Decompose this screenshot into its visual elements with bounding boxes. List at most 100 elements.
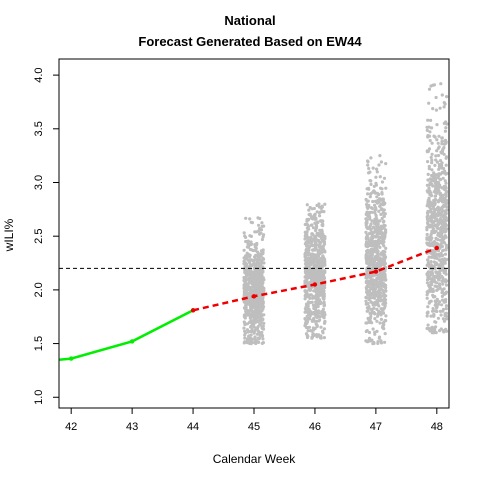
sample-point [376,241,380,245]
sample-point [320,209,324,214]
sample-point [375,261,379,266]
sample-point [303,307,307,311]
sample-point [381,220,386,224]
sample-point [444,163,448,167]
sample-point [244,276,248,280]
sample-point [430,126,434,130]
sample-point [380,191,384,195]
sample-point [384,162,388,166]
sample-point [367,305,371,309]
sample-point [381,252,385,256]
sample-point [365,340,370,344]
sample-point [444,304,448,308]
sample-point [322,235,326,239]
sample-point [316,309,321,313]
sample-point [373,217,377,221]
sample-point [438,254,442,258]
sample-point [256,299,260,303]
sample-point [244,239,248,244]
sample-point [322,300,326,304]
forecast-point [190,308,196,313]
sample-point [367,166,371,171]
sample-point [368,217,372,221]
x-axis-label: Calendar Week [213,452,296,466]
sample-point-max [378,154,382,158]
sample-point [441,193,445,197]
sample-point [380,180,384,184]
sample-point [256,336,260,340]
sample-point [429,260,433,264]
sample-point [436,223,440,227]
sample-point [255,259,259,263]
sample-point [247,258,252,262]
sample-point [376,253,380,257]
sample-point [376,340,380,344]
sample-point [248,320,252,324]
sample-point [379,287,383,291]
sample-point [440,279,444,283]
sample-point [307,312,311,316]
sample-point [247,253,251,257]
sample-point [315,276,319,280]
sample-point [435,284,439,289]
sample-point [253,243,257,247]
sample-point [252,337,256,341]
sample-point [441,148,445,152]
sample-point [445,227,449,231]
sample-point [441,227,445,231]
sample-point [252,311,256,315]
sample-point [371,225,375,229]
sample-point [367,249,371,253]
sample-point [251,271,255,275]
sample-point [383,256,387,260]
sample-point-max [439,82,443,86]
sample-point [425,232,429,237]
sample-point [315,324,319,328]
sample-point [365,260,369,264]
sample-point [425,225,429,230]
sample-point [435,288,439,292]
sample-point [442,319,446,323]
sample-point [309,293,313,297]
sample-point [440,161,444,165]
sample-point [440,274,444,279]
sample-point [318,214,322,218]
sample-point [260,237,264,242]
sample-point [431,309,435,313]
sample-point [427,147,432,151]
sample-point [375,201,380,205]
sample-point [243,234,247,238]
sample-point [315,254,319,258]
sample-point [434,241,438,245]
sample-point [313,264,317,268]
sample-point [321,222,325,226]
sample-point [310,232,314,236]
sample-point [245,264,249,268]
sample-point [444,126,448,130]
sample-point [434,194,438,198]
sample-point [371,243,375,247]
sample-point [443,300,448,304]
sample-point [305,219,309,223]
sample-point [368,242,372,246]
sample-point [376,276,380,280]
sample-point [427,87,432,91]
sample-point [440,139,444,144]
sample-point [242,248,246,252]
sample-point [445,257,449,262]
sample-point [441,236,445,240]
sample-point [250,304,254,308]
sample-point [371,265,375,269]
sample-point [244,310,248,314]
sample-point [443,234,447,238]
sample-point [365,309,369,313]
sample-point [364,302,368,306]
sample-point [375,170,379,174]
sample-point [376,198,380,202]
sample-point [311,332,315,336]
sample-point [427,241,431,245]
sample-point [248,243,252,247]
sample-point [243,340,247,344]
sample-point [370,286,374,290]
sample-point [309,253,313,257]
